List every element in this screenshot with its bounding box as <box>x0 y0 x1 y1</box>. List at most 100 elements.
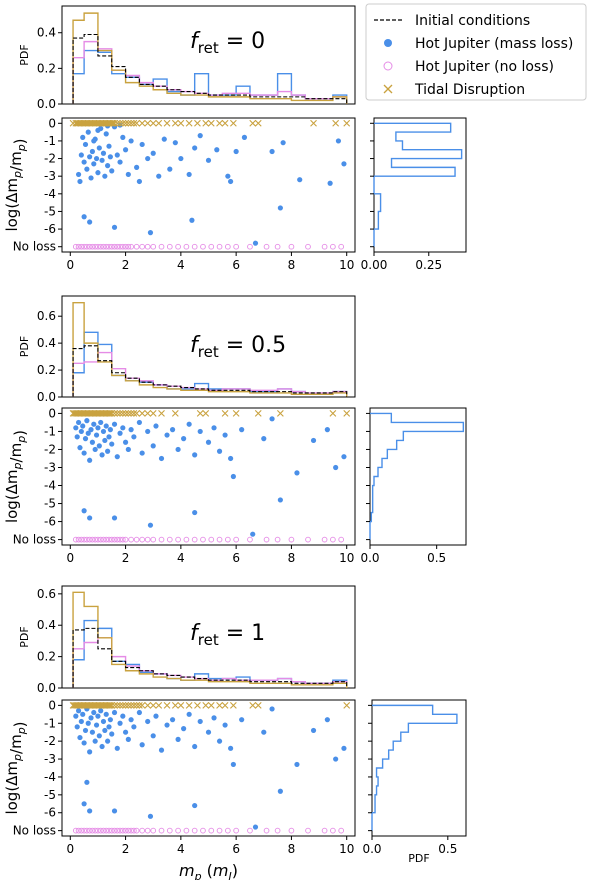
x-tick-label: 2 <box>122 258 130 272</box>
mass-loss-point <box>216 448 223 454</box>
no-loss-point <box>150 827 157 834</box>
mass-loss-point <box>111 808 118 814</box>
mass-loss-point <box>136 178 142 185</box>
panel-0: 0.0 0.2 0.4 PDF fret = 0 0 -1 -2 -3 -4 -5 -6 No loss… <box>3 5 467 272</box>
mass-loss-point <box>277 788 283 794</box>
tidal-point <box>133 410 141 417</box>
mass-loss-point <box>95 170 101 176</box>
tidal-point <box>158 410 165 417</box>
histogram-series-3 <box>72 302 348 397</box>
mass-loss-point <box>92 738 98 744</box>
mass-loss-point <box>95 425 101 431</box>
mass-loss-point <box>228 178 234 185</box>
histogram-series-0 <box>72 627 348 688</box>
mass-loss-point <box>241 134 248 140</box>
mass-loss-point <box>230 473 236 480</box>
mass-loss-point <box>87 154 93 160</box>
panel-annotation: fret = 1 <box>190 621 265 649</box>
mass-loss-point <box>158 455 165 462</box>
mass-loss-point <box>169 717 176 723</box>
tidal-point <box>127 119 135 127</box>
mass-loss-point <box>147 522 154 528</box>
mass-loss-point <box>88 715 94 721</box>
y-tick-label: -3 <box>44 169 56 183</box>
x-tick-label: 6 <box>232 258 240 272</box>
no-loss-point <box>150 536 157 543</box>
marginal-series <box>371 704 458 831</box>
mass-loss-point <box>156 173 162 179</box>
no-loss-point <box>191 536 198 543</box>
y-tick-label: -3 <box>44 460 56 474</box>
tidal-point <box>171 701 179 709</box>
no-loss-point <box>216 243 223 250</box>
tidal-point <box>171 410 179 417</box>
mass-loss-point <box>294 470 300 476</box>
mass-loss-point <box>82 436 89 442</box>
tidal-point <box>149 119 157 127</box>
scatter-ylabel: log(Δmp/mp) <box>3 430 29 523</box>
mass-loss-point <box>75 171 82 178</box>
x-tick-label: 4 <box>177 842 185 856</box>
no-loss-point <box>191 243 198 250</box>
mass-loss-point <box>87 219 93 225</box>
mass-loss-point <box>75 419 82 426</box>
no-loss-point <box>84 243 90 250</box>
no-loss-point <box>103 536 110 543</box>
x-tick-label: 8 <box>288 551 296 565</box>
x-tick-label: 0.0 <box>362 842 381 856</box>
scatter-axes: 0 -1 -2 -3 -4 -5 -6 No loss 0 2 4 6 8 10 log(Δmp/mp) <box>3 406 356 565</box>
mass-loss-point <box>91 421 97 427</box>
no-loss-point <box>338 827 345 834</box>
mass-loss-point <box>93 155 100 162</box>
mass-loss-point <box>74 434 80 440</box>
mass-loss-point <box>324 717 330 723</box>
no-loss-point <box>183 827 190 834</box>
x-tick-label: 2 <box>122 551 130 565</box>
tidal-point <box>221 410 229 417</box>
mass-loss-point <box>96 145 102 151</box>
scatter-xlabel: mp (mJ) <box>179 861 238 880</box>
no-loss-point <box>274 827 281 834</box>
tidal-point <box>229 119 237 127</box>
mass-loss-point <box>211 715 217 721</box>
no-loss-point <box>158 536 165 543</box>
mass-loss-point <box>87 515 93 521</box>
no-loss-point <box>233 536 239 543</box>
mass-loss-point <box>114 454 120 460</box>
tidal-point <box>108 410 116 417</box>
no-loss-point <box>175 243 181 250</box>
tidal-point <box>149 410 157 417</box>
mass-loss-point <box>310 437 317 444</box>
no-loss-point <box>224 827 231 834</box>
mass-loss-point <box>84 779 90 785</box>
no-loss-point <box>208 536 215 543</box>
no-loss-point <box>78 536 85 543</box>
mass-loss-point <box>109 168 115 174</box>
mass-loss-point <box>125 171 131 178</box>
marginal-series <box>369 412 465 540</box>
no-loss-point <box>122 827 129 834</box>
x-tick-label: 10 <box>339 551 354 565</box>
mass-loss-point <box>125 446 131 453</box>
no-loss-point <box>274 243 281 250</box>
tidal-point <box>108 119 116 127</box>
scatter-ylabel: log(Δmp/mp) <box>3 138 29 231</box>
x-tick-label: 6 <box>232 551 240 565</box>
no-loss-point <box>216 827 223 834</box>
mass-loss-point <box>81 214 87 220</box>
no-loss-point <box>125 243 132 250</box>
scatter-axes: 0 -1 -2 -3 -4 -5 -6 No loss 0 2 4 6 8 10 log(Δmp/mp) mp… <box>3 698 356 880</box>
mass-loss-point <box>333 756 339 762</box>
no-loss-point <box>95 536 101 543</box>
no-loss-point <box>122 536 129 543</box>
mass-loss-point <box>139 742 145 748</box>
mass-loss-point <box>91 709 97 716</box>
x-tick-label: 10 <box>339 842 354 856</box>
y-tick-label: 0.0 <box>37 681 56 695</box>
mass-loss-point <box>233 148 239 155</box>
mass-loss-point <box>82 141 89 148</box>
mass-loss-point <box>120 134 126 140</box>
no-loss-point <box>233 827 239 834</box>
mass-loss-point <box>147 813 154 819</box>
no-loss-point <box>119 536 126 543</box>
